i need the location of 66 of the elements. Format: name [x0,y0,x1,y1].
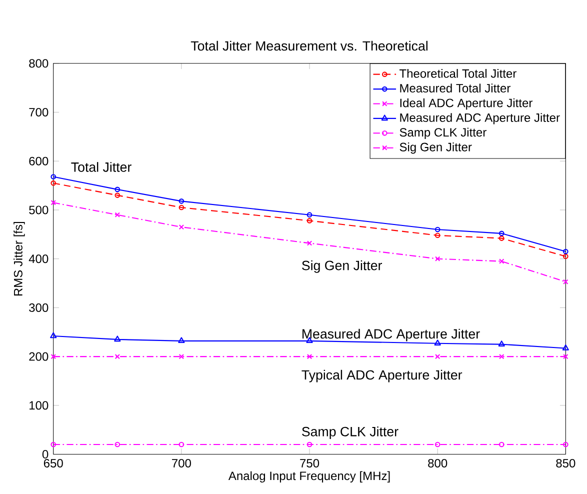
point [50,332,57,338]
point [498,340,505,346]
legend-label: Measured ADC Aperture Jitter [400,112,560,124]
x-tick-label: 750 [300,458,320,468]
x-tick-label: 650 [44,458,63,468]
chart-title: Total Jitter Measurement vs. Theoretical [190,40,428,51]
point [562,442,568,448]
legend-label: Measured Total Jitter [400,84,510,92]
point [434,354,440,360]
annotation: Sig Gen Jitter [302,260,382,273]
legend-label: Theoretical Total Jitter [400,68,516,78]
annotation: Samp CLK Jitter [302,426,398,439]
y-tick-label: 600 [29,156,48,166]
point [306,442,312,448]
point [306,354,312,360]
point [563,354,568,360]
point [434,256,440,262]
point [114,442,120,448]
point [178,354,184,360]
point [178,204,184,210]
x-tick-label: 800 [428,458,448,468]
point [178,442,184,448]
x-tick-label: 850 [556,458,576,468]
point [114,336,121,342]
point [50,200,56,206]
point [178,198,184,204]
legend-label: Sig Gen Jitter [400,142,472,154]
y-tick-label: 100 [30,401,48,410]
point [434,232,440,238]
point [306,240,312,246]
point [178,337,185,343]
point [50,180,56,186]
point [114,212,120,218]
point [50,354,56,360]
point [562,254,568,259]
y-tick-label: 0 [42,450,48,458]
legend-label: Ideal ADC Aperture Jitter [400,98,532,110]
point [434,442,440,448]
y-tick-label: 300 [29,303,48,312]
point [50,442,56,448]
legend-label: Samp CLK Jitter [400,128,486,139]
point [498,235,504,241]
x-axis-title: Analog Input Frequency [MHz] [228,471,390,482]
point [306,212,312,218]
point [306,218,312,224]
y-tick-label: 200 [29,352,48,361]
point [114,192,120,198]
annotation: Total Jitter [71,162,132,172]
point [498,442,504,448]
point [178,224,184,230]
point [562,344,569,350]
point [563,279,568,284]
point [114,186,120,192]
y-tick-label: 400 [28,254,48,263]
point [499,354,504,360]
y-axis-title: RMS Jitter [fs] [14,222,25,296]
y-tick-label: 700 [29,108,48,116]
x-tick-label: 700 [172,458,191,468]
point [434,226,440,232]
annotation: Typical ADC Aperture Jitter [302,370,462,382]
y-tick-label: 500 [29,206,48,214]
annotation: Measured ADC Aperture Jitter [302,328,480,342]
point [498,230,504,236]
point [499,258,504,264]
y-tick-label: 800 [29,58,48,68]
point [114,354,120,360]
